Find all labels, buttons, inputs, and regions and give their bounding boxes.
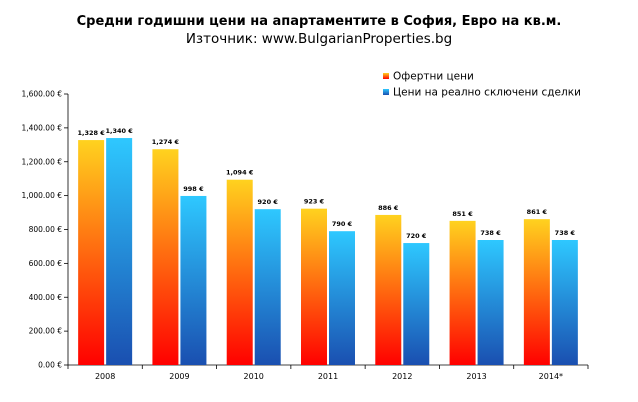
legend-label: Офертни цени (393, 71, 474, 83)
bar-series-2 (477, 240, 504, 365)
data-label: 1,094 € (226, 169, 254, 177)
data-label: 720 € (406, 232, 427, 240)
bar-series-2 (180, 195, 207, 365)
data-label: 923 € (304, 198, 325, 206)
data-label: 1,340 € (105, 127, 133, 135)
y-tick-label: 1,400.00 € (21, 123, 62, 132)
chart-subtitle: Източник: www.BulgarianProperties.bg (185, 31, 453, 47)
y-tick-label: 800.00 € (29, 225, 63, 234)
y-tick-label: 1,600.00 € (21, 90, 62, 99)
y-tick-label: 1,000.00 € (21, 191, 62, 200)
bar-series-1 (78, 140, 105, 365)
y-tick-label: 600.00 € (29, 259, 63, 268)
bar-series-2 (106, 138, 133, 365)
bar-series-1 (523, 219, 550, 365)
data-label: 790 € (332, 220, 353, 228)
legend-label: Цени на реално сключени сделки (393, 87, 581, 99)
y-tick-label: 400.00 € (29, 293, 63, 302)
data-label: 738 € (480, 229, 501, 237)
data-label: 851 € (452, 210, 473, 218)
legend-swatch (383, 73, 389, 79)
data-label: 738 € (555, 229, 576, 237)
x-tick-label: 2014* (539, 372, 563, 381)
bar-series-2 (551, 240, 578, 365)
bar-series-1 (152, 149, 179, 365)
data-label: 920 € (258, 198, 279, 206)
bar-series-2 (329, 231, 355, 365)
x-tick-label: 2009 (169, 372, 189, 381)
y-tick-label: 1,200.00 € (21, 157, 62, 166)
bar-series-2 (403, 243, 430, 365)
bar-series-1 (226, 179, 253, 365)
bar-series-1 (375, 214, 402, 365)
data-label: 1,274 € (152, 138, 180, 146)
bar-series-1 (449, 220, 476, 365)
chart-title: Средни годишни цени на апартаментите в С… (76, 14, 562, 29)
x-tick-label: 2012 (392, 372, 412, 381)
data-label: 886 € (378, 204, 399, 212)
bar-series-2 (254, 209, 281, 365)
data-label: 861 € (527, 208, 548, 216)
x-tick-label: 2013 (466, 372, 486, 381)
data-label: 1,328 € (77, 129, 105, 137)
x-tick-label: 2011 (318, 372, 338, 381)
x-tick-label: 2008 (95, 372, 115, 381)
y-tick-label: 0.00 € (38, 361, 62, 370)
x-tick-label: 2010 (244, 372, 264, 381)
legend-swatch (383, 89, 389, 95)
y-tick-label: 200.00 € (29, 327, 63, 336)
bar-series-1 (301, 208, 327, 365)
data-label: 998 € (183, 185, 204, 193)
